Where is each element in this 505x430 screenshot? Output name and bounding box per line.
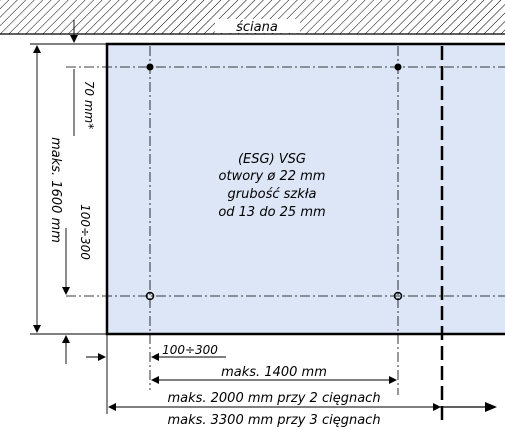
wall <box>0 0 505 35</box>
hole-centerlines <box>66 46 505 395</box>
glass-spec: (ESG) VSG otwory ø 22 mm grubość szkła o… <box>218 152 325 220</box>
max-height-label: maks. 1600 mm <box>48 137 63 243</box>
left-offset-label: 100÷300 <box>162 343 218 357</box>
thickness-range: od 13 do 25 mm <box>218 205 325 220</box>
max-hole-span-label: maks. 1400 mm <box>221 365 327 380</box>
vertical-dimensions <box>30 20 107 364</box>
glass-type: (ESG) VSG <box>238 152 306 167</box>
thickness-label: grubość szkła <box>228 187 317 202</box>
hole-spec: otwory ø 22 mm <box>219 169 326 184</box>
hole-top-left <box>146 63 154 71</box>
hole-top-right <box>394 63 402 71</box>
top-offset-label: 70 mm* <box>82 81 96 129</box>
max-width-2-rods-label: maks. 2000 mm przy 2 cięgnach <box>167 391 380 406</box>
glass-panel-outline <box>105 42 505 336</box>
max-width-3-rods-label: maks. 3300 mm przy 3 cięgnach <box>167 413 380 428</box>
glass-panel <box>107 44 505 334</box>
right-arrowhead <box>485 402 497 412</box>
wall-label: ściana <box>236 20 278 35</box>
vertical-spacing-label: 100÷300 <box>78 204 92 260</box>
hole-bottom-left <box>145 291 155 301</box>
hole-bottom-right <box>393 291 403 301</box>
